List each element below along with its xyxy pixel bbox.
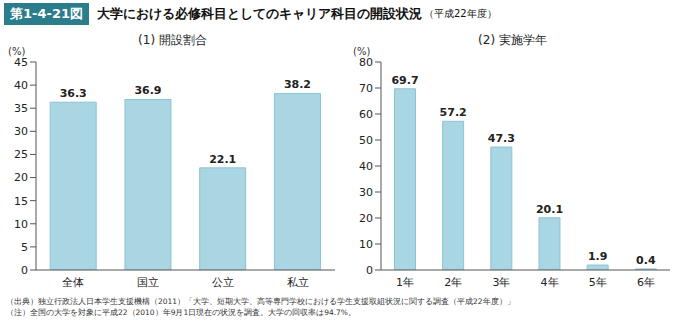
svg-text:40: 40 [359, 160, 373, 173]
svg-text:47.3: 47.3 [488, 132, 515, 145]
svg-text:60: 60 [359, 108, 373, 121]
svg-text:0.4: 0.4 [636, 254, 656, 267]
svg-text:15: 15 [14, 195, 28, 208]
svg-text:50: 50 [359, 134, 373, 147]
html-text:(2) 実施学年: (2) 実施学年 [478, 33, 547, 47]
svg-text:30: 30 [359, 186, 373, 199]
svg-text:35: 35 [14, 102, 28, 115]
svg-text:30: 30 [14, 125, 28, 138]
svg-text:6年: 6年 [637, 276, 655, 289]
svg-text:20.1: 20.1 [536, 203, 563, 216]
svg-text:1.9: 1.9 [588, 250, 608, 263]
svg-text:3年: 3年 [492, 276, 510, 289]
svg-text:4年: 4年 [541, 276, 559, 289]
svg-text:全体: 全体 [62, 276, 84, 289]
svg-text:70: 70 [359, 82, 373, 95]
svg-text:22.1: 22.1 [209, 153, 236, 166]
html-text:（出典）独立行政法人日本学生支援機構（2011）「大学、短期: （出典）独立行政法人日本学生支援機構（2011）「大学、短期大学、高等専門学校に… [6, 297, 515, 306]
svg-text:69.7: 69.7 [391, 74, 418, 87]
svg-text:36.9: 36.9 [134, 84, 161, 97]
svg-text:25: 25 [14, 148, 28, 161]
svg-text:20: 20 [359, 212, 373, 225]
svg-text:0: 0 [366, 264, 373, 277]
html-text:（注）全国の大学を対象に平成22（2010）年9月1日現在の: （注）全国の大学を対象に平成22（2010）年9月1日現在の状況を調査。大学の回… [6, 308, 356, 317]
svg-text:20: 20 [14, 171, 28, 184]
svg-text:5年: 5年 [589, 276, 607, 289]
svg-text:40: 40 [14, 79, 28, 92]
svg-text:10: 10 [359, 238, 373, 251]
svg-text:0: 0 [21, 264, 28, 277]
html-text:第1-4-21図: 第1-4-21図 [10, 6, 83, 21]
svg-text:1年: 1年 [396, 276, 414, 289]
html-text:(1) 開設割合: (1) 開設割合 [138, 33, 207, 47]
svg-text:5: 5 [21, 241, 28, 254]
svg-text:57.2: 57.2 [440, 106, 467, 119]
html-text:大学における必修科目としてのキャリア科目の開設状況 （平成2: 大学における必修科目としてのキャリア科目の開設状況 （平成22年度） [97, 6, 497, 21]
svg-text:公立: 公立 [212, 276, 234, 289]
svg-text:38.2: 38.2 [284, 78, 311, 91]
svg-text:国立: 国立 [137, 276, 159, 289]
svg-text:2年: 2年 [444, 276, 462, 289]
svg-text:36.3: 36.3 [60, 87, 87, 100]
svg-text:10: 10 [14, 218, 28, 231]
svg-text:私立: 私立 [287, 276, 309, 289]
svg-text:45: 45 [14, 56, 28, 69]
svg-text:80: 80 [359, 56, 373, 69]
